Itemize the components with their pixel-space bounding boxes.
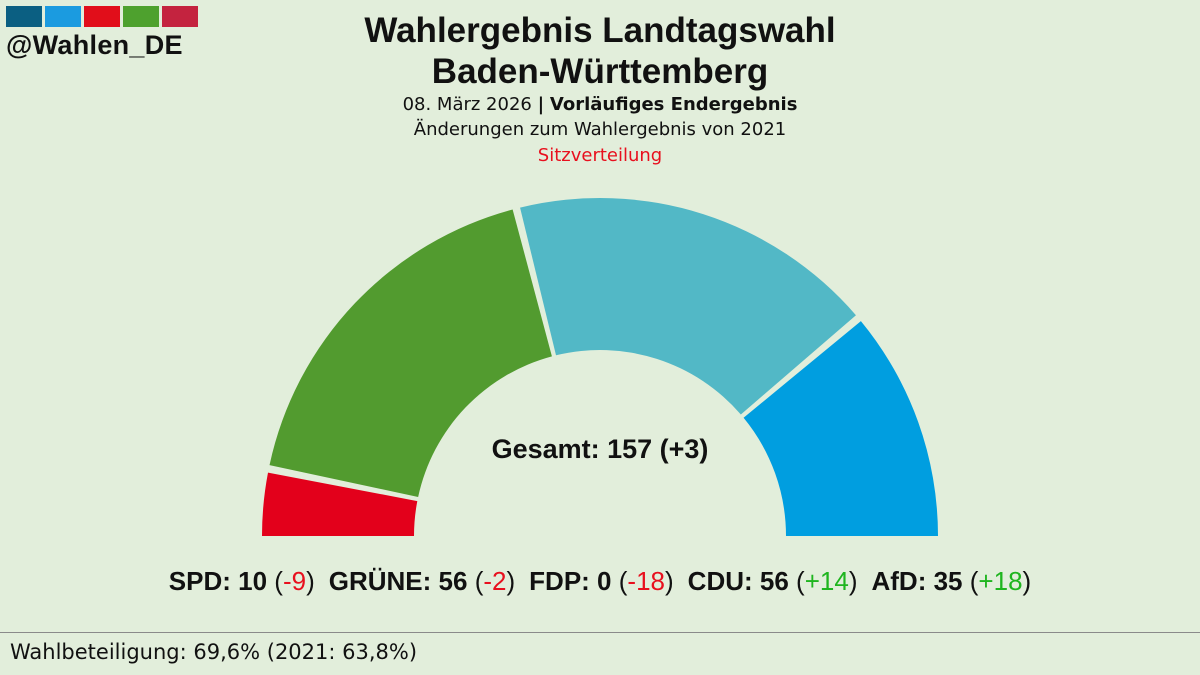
legend-seat-change: (-2) xyxy=(474,566,516,596)
election-date: 08. März 2026 xyxy=(402,94,532,115)
legend-seat-count: 35 xyxy=(926,566,970,596)
account-handle: @Wahlen_DE xyxy=(6,30,183,60)
legend-item-grüne: GRÜNE: 56 (-2) xyxy=(329,566,515,597)
legend-party-name: CDU: xyxy=(687,566,753,596)
legend: SPD: 10 (-9) GRÜNE: 56 (-2) FDP: 0 (-18) CD… xyxy=(0,566,1200,597)
turnout-text: Wahlbeteiligung: 69,6% (2021: 63,8%) xyxy=(10,640,418,664)
legend-party-name: FDP: xyxy=(529,566,590,596)
logo-bar-2 xyxy=(45,6,81,27)
legend-seat-count: 56 xyxy=(752,566,797,596)
legend-seat-count: 56 xyxy=(431,566,475,596)
logo-bar-4 xyxy=(123,6,159,27)
legend-seat-count: 10 xyxy=(230,566,275,596)
logo-bar-1 xyxy=(6,6,42,27)
subtitle: 08. März 2026 | Vorläufiges Endergebnis xyxy=(0,92,1200,117)
title-line-2: Baden-Württemberg xyxy=(431,52,769,91)
legend-seat-count: 0 xyxy=(589,566,619,596)
seat-segment-afd xyxy=(743,321,938,536)
legend-item-fdp: FDP: 0 (-18) xyxy=(529,566,674,597)
chart-label: Sitzverteilung xyxy=(537,145,663,166)
legend-item-afd: AfD: 35 (+18) xyxy=(872,566,1032,597)
legend-item-cdu: CDU: 56 (+14) xyxy=(688,566,858,597)
logo-bar-3 xyxy=(84,6,120,27)
legend-party-name: GRÜNE: xyxy=(328,566,432,596)
legend-party-name: AfD: xyxy=(871,566,927,596)
subtitle-separator: | xyxy=(537,94,545,115)
footer-divider xyxy=(0,632,1200,633)
result-status: Vorläufiges Endergebnis xyxy=(549,94,798,115)
title-line-1: Wahlergebnis Landtagswahl xyxy=(364,11,836,50)
logo-color-bars xyxy=(6,6,198,27)
legend-seat-change: (-9) xyxy=(274,566,315,596)
seat-segment-cdu xyxy=(520,198,856,415)
legend-seat-change: (+18) xyxy=(969,566,1032,596)
logo-bar-5 xyxy=(162,6,198,27)
page-title: Wahlergebnis Landtagswahl Baden-Württemb… xyxy=(0,10,1200,92)
legend-seat-change: (-18) xyxy=(618,566,674,596)
seat-segment-grüne xyxy=(269,209,552,497)
legend-seat-change: (+14) xyxy=(796,566,858,596)
seat-segment-spd xyxy=(262,472,418,536)
legend-item-spd: SPD: 10 (-9) xyxy=(169,566,315,597)
change-note: Änderungen zum Wahlergebnis von 2021 xyxy=(413,119,787,140)
legend-party-name: SPD: xyxy=(168,566,231,596)
total-seats-label: Gesamt: 157 (+3) xyxy=(491,434,709,464)
